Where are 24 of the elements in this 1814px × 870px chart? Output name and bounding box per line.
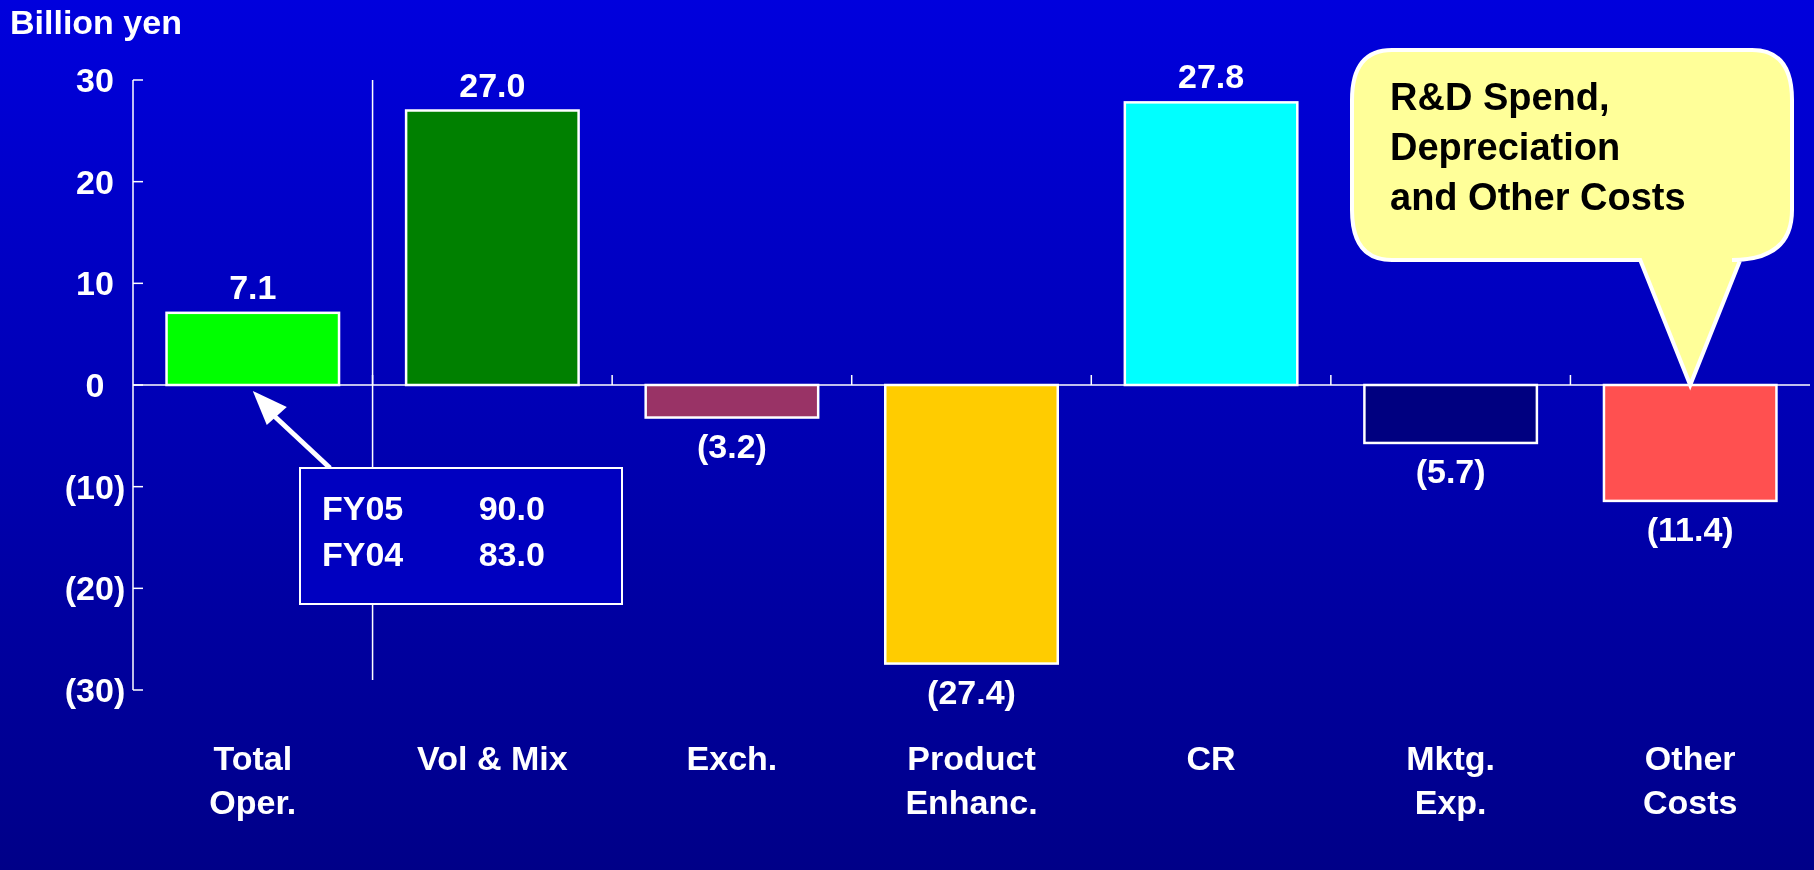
x-tick-label: Other Costs [1642,739,1738,821]
x-tick-label: Exch. [686,739,778,777]
y-tick-label: 10 [76,264,114,303]
x-tick-label: Mktg. Exp. [1406,739,1496,821]
y-tick-label: (30) [64,671,126,709]
y-tick-label: (20) [64,569,126,608]
data-label: (3.2) [696,426,767,465]
x-tick-label: Product Enhanc. [905,739,1038,821]
y-tick-label: 0 [85,366,105,404]
data-label: (11.4) [1646,509,1734,548]
data-label: 27.0 [459,65,526,104]
annotation: R&D Spend, Depreciation and Other Costs [1390,76,1686,218]
x-tick-label: Vol & Mix [417,739,568,777]
data-label: 27.8 [1177,57,1245,96]
data-label: (5.7) [1415,451,1486,490]
data-label: 7.1 [229,267,277,306]
y-tick-label: (10) [64,467,126,506]
data-label: (27.4) [927,672,1016,711]
x-tick-label: Total Oper. [209,739,297,821]
y-tick-label: 20 [76,162,114,201]
x-tick-label: CR [1186,739,1236,777]
y-axis-title: Billion yen [10,3,182,41]
annotation: FY05 90.0 FY04 83.0 [322,489,545,573]
y-tick-label: 30 [76,61,114,99]
